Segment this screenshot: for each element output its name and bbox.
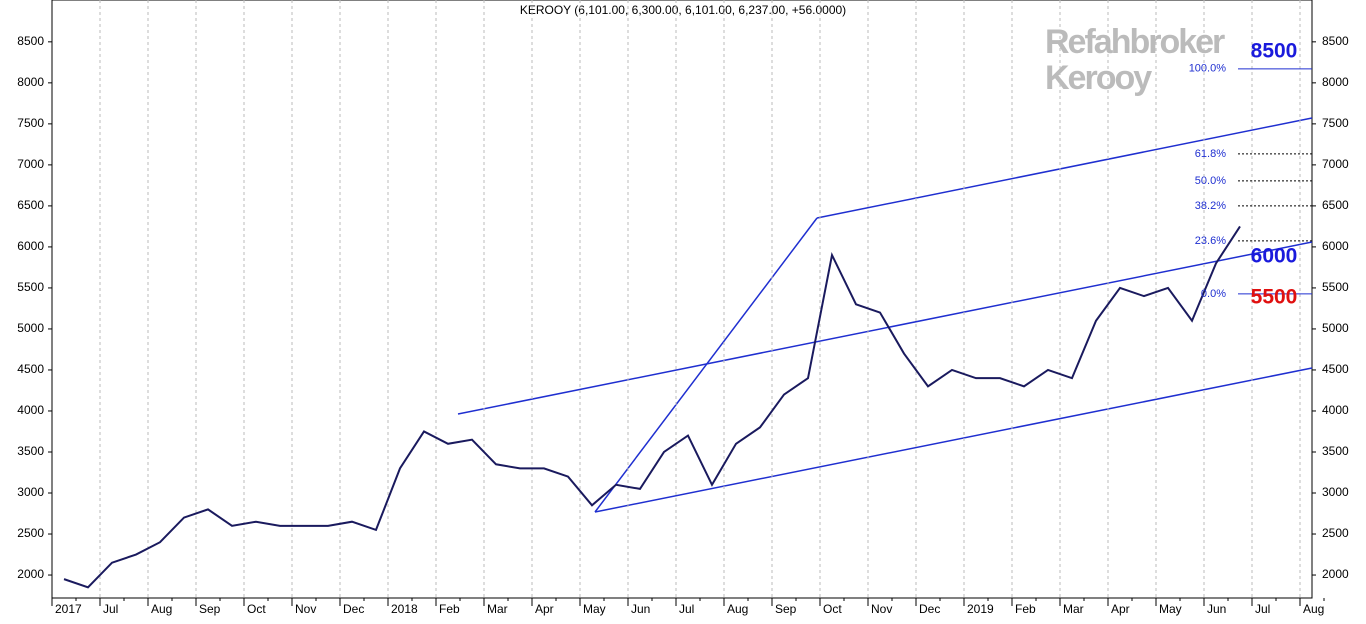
- y-tick-label: 6500: [17, 198, 44, 212]
- y-tick-label-right: 5500: [1322, 280, 1349, 294]
- x-tick-label: Apr: [1111, 602, 1130, 616]
- x-tick-label: Dec: [343, 602, 364, 616]
- x-tick-label: Apr: [535, 602, 554, 616]
- channel-upper: [816, 117, 1313, 219]
- x-tick-label: Jun: [1207, 602, 1226, 616]
- y-tick-label: 3000: [17, 485, 44, 499]
- y-tick-label: 5000: [17, 321, 44, 335]
- y-tick-label-right: 6000: [1322, 239, 1349, 253]
- x-tick-label: Aug: [151, 602, 172, 616]
- x-tick-label: Jul: [1255, 602, 1270, 616]
- x-tick-label: Feb: [1015, 602, 1036, 616]
- level-label: 5500: [1251, 285, 1298, 308]
- y-tick-label: 8500: [17, 34, 44, 48]
- chart-title: KEROOY (6,101.00, 6,300.00, 6,101.00, 6,…: [520, 3, 846, 17]
- y-tick-label-right: 8000: [1322, 75, 1349, 89]
- x-tick-label: May: [1159, 602, 1182, 616]
- x-tick-label: Sep: [775, 602, 797, 616]
- y-tick-label-right: 3500: [1322, 444, 1349, 458]
- price-line: [63, 225, 1241, 589]
- fib-label: 0.0%: [1201, 288, 1226, 300]
- x-tick-label: Jun: [631, 602, 650, 616]
- x-tick-label: Oct: [823, 602, 842, 616]
- channel-lower: [594, 367, 1313, 513]
- x-tick-label: Mar: [1063, 602, 1084, 616]
- level-label: 8500: [1251, 39, 1298, 62]
- watermark: Refahbroker: [1045, 23, 1225, 61]
- y-tick-label-right: 4000: [1322, 403, 1349, 417]
- plot-frame: [51, 0, 1313, 599]
- x-tick-label: Feb: [439, 602, 460, 616]
- x-tick-label: May: [583, 602, 606, 616]
- swing-line: [594, 217, 818, 513]
- y-tick-label: 3500: [17, 444, 44, 458]
- x-tick-label: Mar: [487, 602, 508, 616]
- y-tick-label-right: 2500: [1322, 526, 1349, 540]
- y-tick-label-right: 2000: [1322, 567, 1349, 581]
- watermark: Kerooy: [1045, 59, 1152, 97]
- y-tick-label-right: 4500: [1322, 362, 1349, 376]
- y-tick-label: 8000: [17, 75, 44, 89]
- x-tick-label: 2017: [55, 602, 82, 616]
- y-tick-label-right: 6500: [1322, 198, 1349, 212]
- y-tick-label-right: 5000: [1322, 321, 1349, 335]
- x-tick-label: Nov: [871, 602, 892, 616]
- x-tick-label: Dec: [919, 602, 940, 616]
- x-tick-label: Nov: [295, 602, 316, 616]
- y-tick-label: 4000: [17, 403, 44, 417]
- x-tick-label: Jul: [103, 602, 118, 616]
- x-tick-label: Aug: [727, 602, 748, 616]
- fib-label: 61.8%: [1195, 148, 1226, 160]
- y-tick-label: 6000: [17, 239, 44, 253]
- x-tick-label: Aug: [1303, 602, 1324, 616]
- y-tick-label: 5500: [17, 280, 44, 294]
- y-tick-label: 7000: [17, 157, 44, 171]
- y-tick-label: 4500: [17, 362, 44, 376]
- y-tick-label: 7500: [17, 116, 44, 130]
- x-tick-label: 2019: [967, 602, 994, 616]
- y-tick-label: 2000: [17, 567, 44, 581]
- channel-middle: [457, 241, 1313, 415]
- x-tick-label: Sep: [199, 602, 221, 616]
- x-tick-label: Jul: [679, 602, 694, 616]
- fib-label: 50.0%: [1195, 175, 1226, 187]
- y-tick-label-right: 8500: [1322, 34, 1349, 48]
- x-tick-label: Oct: [247, 602, 266, 616]
- y-tick-label-right: 7500: [1322, 116, 1349, 130]
- trend-lines: [457, 117, 1313, 513]
- fib-label: 100.0%: [1189, 63, 1227, 75]
- x-tick-label: 2018: [391, 602, 418, 616]
- y-tick-label: 2500: [17, 526, 44, 540]
- fib-label: 38.2%: [1195, 200, 1226, 212]
- fib-label: 23.6%: [1195, 235, 1226, 247]
- y-tick-label-right: 7000: [1322, 157, 1349, 171]
- y-tick-label-right: 3000: [1322, 485, 1349, 499]
- level-label: 6000: [1251, 244, 1298, 267]
